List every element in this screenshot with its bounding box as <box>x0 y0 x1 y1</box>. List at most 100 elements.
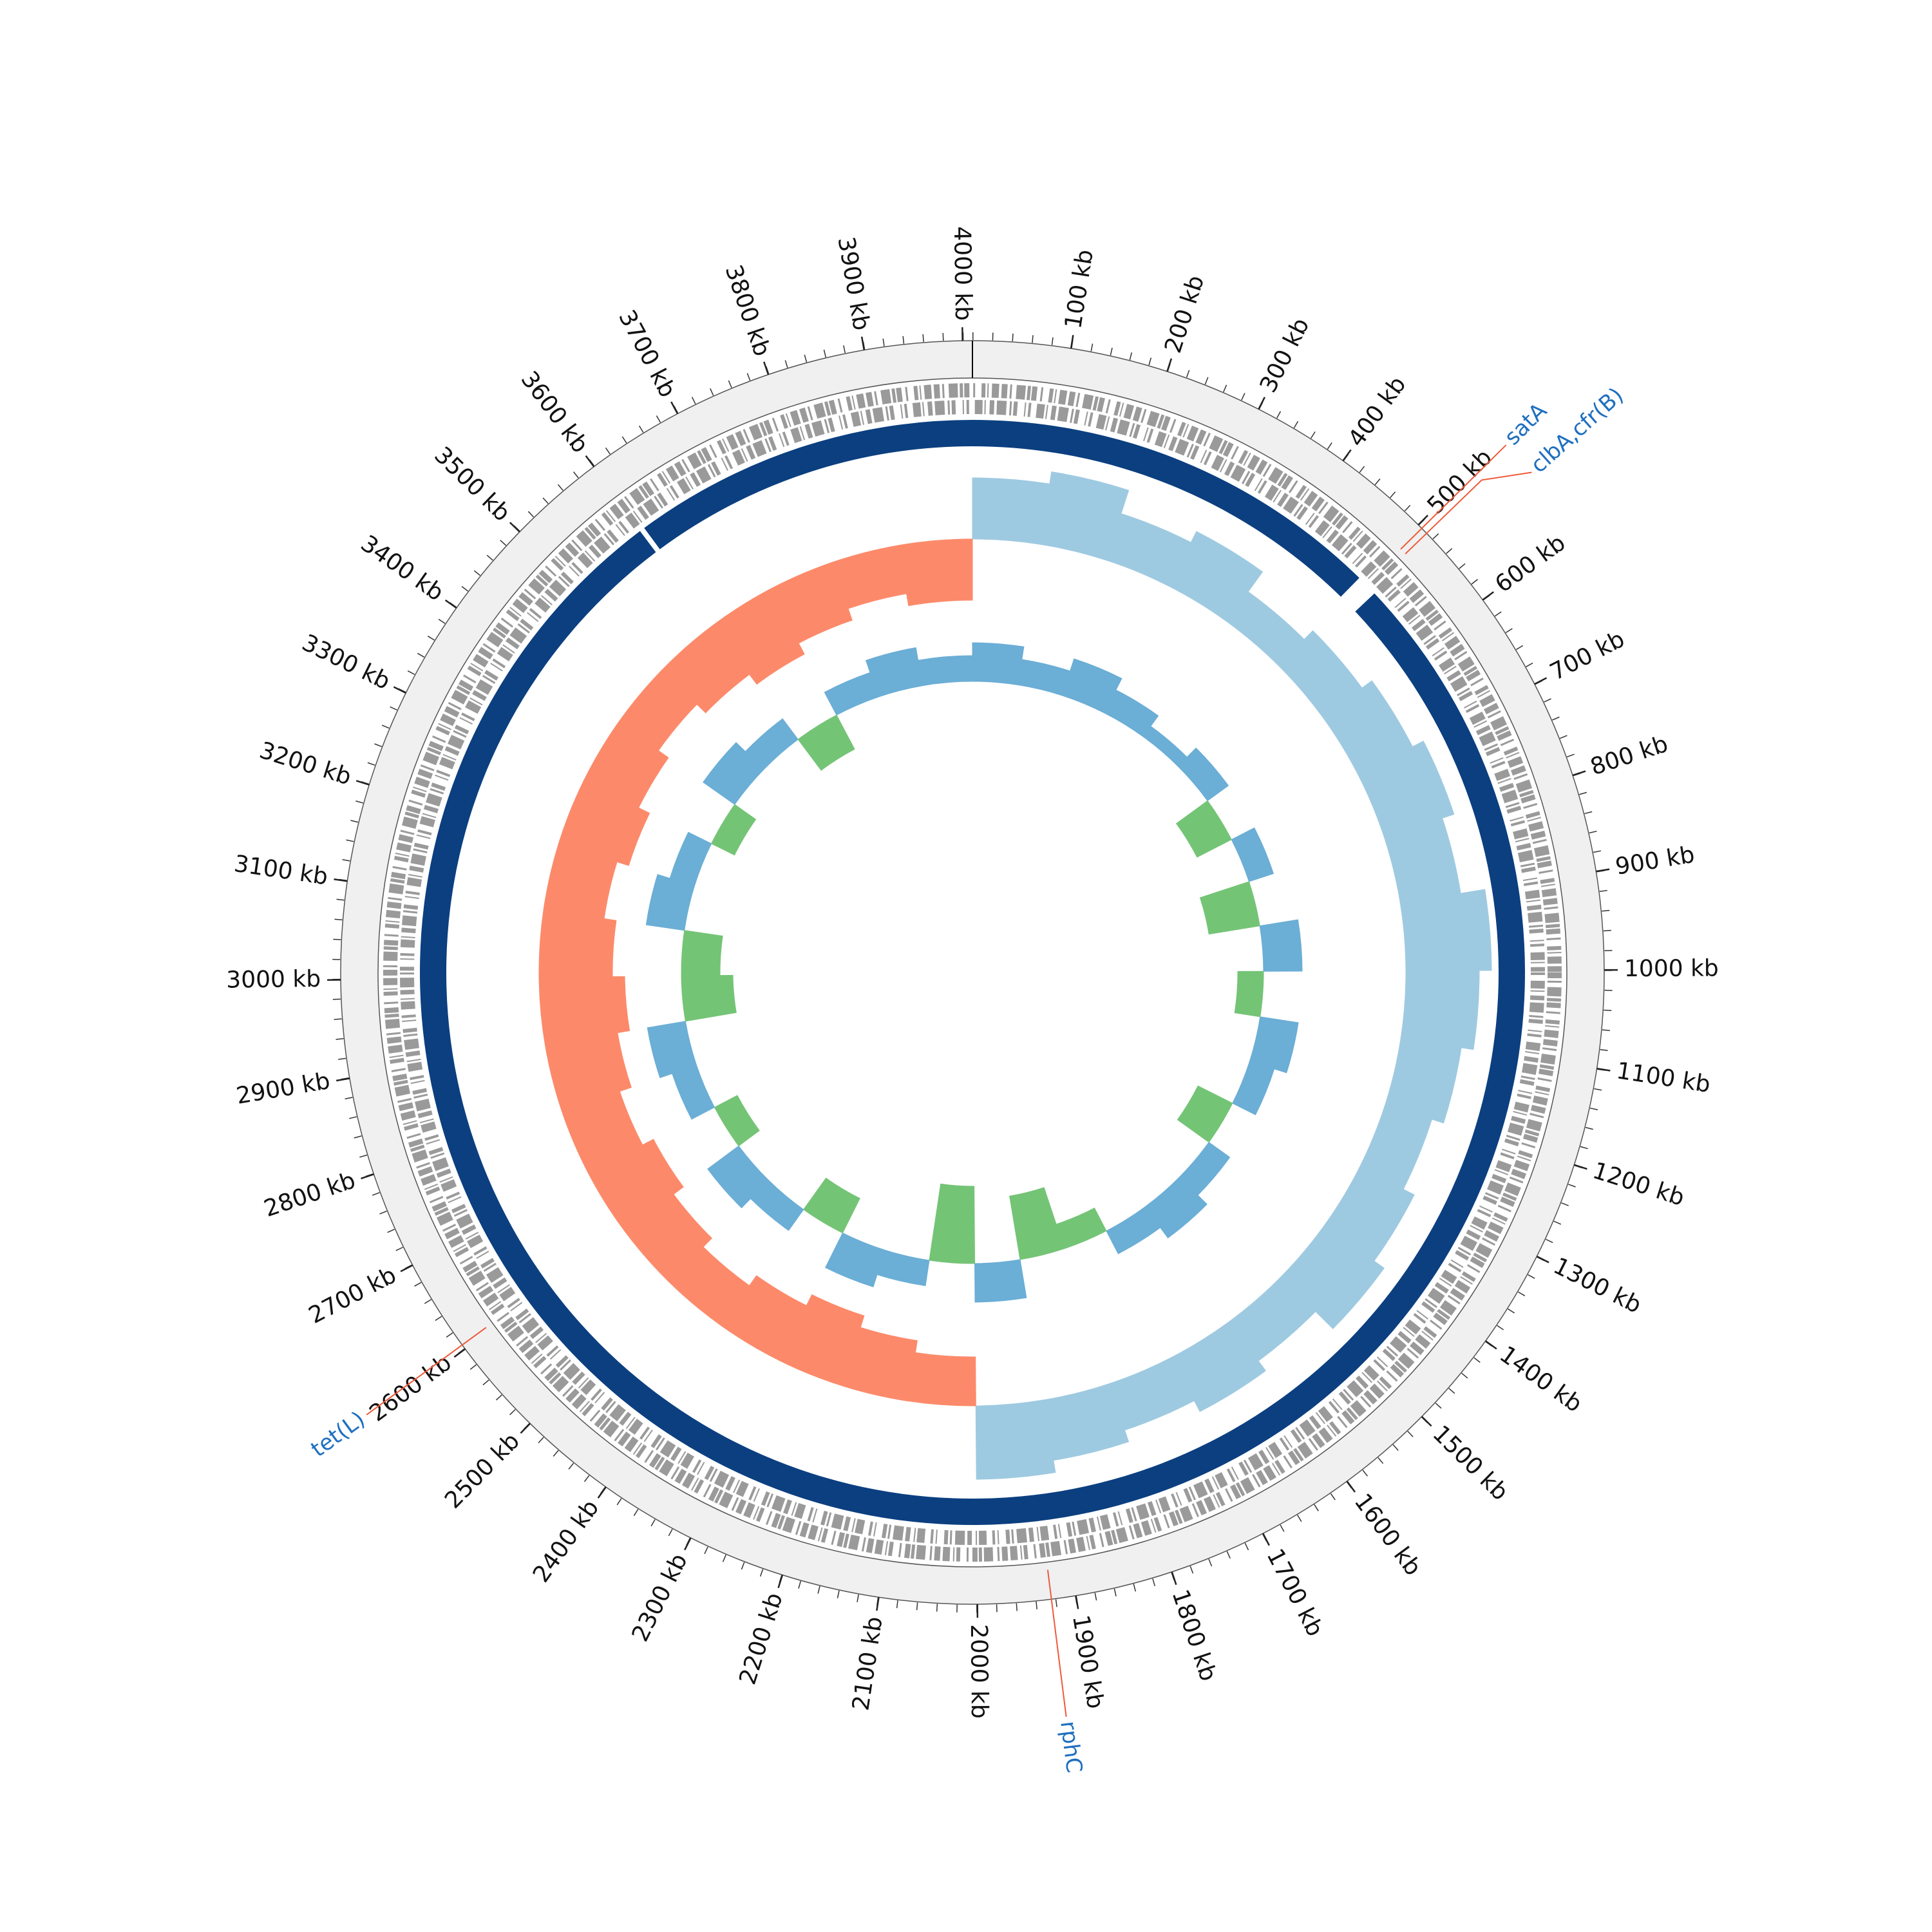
tick-mark <box>1166 358 1173 372</box>
gc-content-bar <box>1142 726 1188 767</box>
gc-content-bar <box>918 655 973 687</box>
tick-label: 100 kb <box>1060 248 1099 331</box>
gc-content-bar <box>1017 659 1071 696</box>
tick-mark <box>520 1423 531 1434</box>
gc-content-bar <box>825 1232 886 1287</box>
backbone-segment <box>644 420 972 549</box>
tick-mark <box>1482 591 1494 601</box>
tick-label: 2700 kb <box>305 1262 401 1329</box>
tick-label: 2900 kb <box>234 1068 332 1110</box>
tick-label: 2100 kb <box>848 1615 887 1712</box>
tick-mark <box>1262 1533 1270 1546</box>
tick-mark <box>1572 770 1586 777</box>
tick-label: 2300 kb <box>627 1549 693 1646</box>
annotation-leader <box>1046 1569 1067 1717</box>
gc-content-bar <box>1177 1085 1233 1143</box>
gc-content-bar <box>824 672 879 715</box>
tick-label: 3800 kb <box>720 261 775 359</box>
tick-mark <box>444 599 457 609</box>
tick-label: 2200 kb <box>734 1590 788 1688</box>
annotation-label: clbA,cfr(B) <box>1526 383 1629 478</box>
tick-label: 3900 kb <box>833 235 875 333</box>
tick-mark <box>336 1077 350 1082</box>
backbone-segment <box>972 420 1359 597</box>
gc-content-bar <box>1177 747 1229 802</box>
gc-content-bar <box>972 642 1025 686</box>
tick-label: 300 kb <box>1255 314 1315 397</box>
tick-label: 1500 kb <box>1427 1421 1513 1506</box>
gene-track-reverse <box>400 400 1545 1545</box>
gc-skew-bar <box>779 1294 865 1387</box>
tick-mark <box>1417 515 1429 526</box>
gc-content-bar <box>672 1065 715 1120</box>
tick-label: 3700 kb <box>613 306 681 402</box>
tick-mark <box>1346 1481 1356 1493</box>
tick-label: 1400 kb <box>1495 1341 1587 1417</box>
gc-content-bar <box>710 804 757 856</box>
tick-label: 1900 kb <box>1067 1613 1108 1710</box>
gc-content-bar <box>1232 1061 1275 1115</box>
gc-skew-bar <box>720 1275 807 1361</box>
tick-label: 3600 kb <box>516 366 594 458</box>
gc-skew-bar <box>538 909 617 978</box>
gc-content-bar <box>1199 881 1260 935</box>
tick-label: 1200 kb <box>1589 1157 1687 1211</box>
tick-label: 600 kb <box>1490 529 1570 598</box>
tick-label: 1000 kb <box>1624 955 1719 982</box>
gc-content-bar <box>669 831 712 887</box>
gc-content-bar <box>744 718 799 770</box>
gc-skew-bar <box>583 722 669 808</box>
tick-label: 3400 kb <box>356 530 449 606</box>
gc-skew-bar <box>770 562 853 644</box>
tick-mark <box>763 361 770 375</box>
tick-label: 1600 kb <box>1349 1489 1426 1580</box>
tick-mark <box>860 336 865 350</box>
tick-mark <box>1574 1164 1587 1170</box>
tick-mark <box>1596 868 1610 873</box>
gc-skew-bar <box>558 780 650 866</box>
tick-label: 200 kb <box>1160 272 1209 356</box>
tick-label: 3500 kb <box>429 442 515 527</box>
gc-content-bar <box>707 1145 770 1209</box>
annotation-label: rphC <box>1055 1719 1087 1774</box>
gc-content-bar <box>681 930 723 976</box>
gc-content-bar <box>681 974 737 1022</box>
tick-label: 3100 kb <box>232 851 330 891</box>
tick-mark <box>876 1596 880 1611</box>
gc-skew-bar <box>712 589 805 685</box>
gc-skew-bar <box>538 976 630 1046</box>
tick-label: 1800 kb <box>1166 1586 1221 1684</box>
tick-label: 3000 kb <box>226 966 321 994</box>
gc-content-bar <box>803 1177 860 1234</box>
tick-mark <box>777 1575 784 1588</box>
gene-track-forward <box>383 383 1562 1562</box>
gc-skew-bar <box>975 1399 1056 1480</box>
tick-label: 400 kb <box>1343 372 1412 451</box>
tick-label: 2500 kb <box>440 1428 525 1513</box>
tick-mark <box>1342 449 1352 462</box>
tick-mark <box>1421 1416 1432 1427</box>
gc-content-bar <box>1106 1206 1161 1255</box>
tick-mark <box>361 1173 374 1180</box>
tick-mark <box>1534 677 1548 685</box>
gc-skew-bar <box>907 1352 976 1406</box>
annotation-leader <box>366 1327 487 1416</box>
tick-label: 900 kb <box>1613 842 1696 880</box>
tick-label: 3200 kb <box>256 737 354 791</box>
tick-mark <box>670 401 679 415</box>
tick-mark <box>1070 335 1074 349</box>
tick-mark <box>1075 1595 1079 1609</box>
gc-content-bar <box>929 1183 976 1264</box>
tick-label: 4000 kb <box>949 226 976 321</box>
gc-content-bar <box>1231 827 1274 882</box>
annotation-leader <box>1405 471 1532 554</box>
tick-mark <box>585 455 595 468</box>
tick-mark <box>1258 397 1265 410</box>
annotation-leader <box>1400 444 1507 550</box>
tick-mark <box>509 522 520 533</box>
gc-skew-bar <box>1399 889 1492 971</box>
tick-mark <box>400 1264 413 1273</box>
tick-label: 500 kb <box>1423 444 1497 520</box>
